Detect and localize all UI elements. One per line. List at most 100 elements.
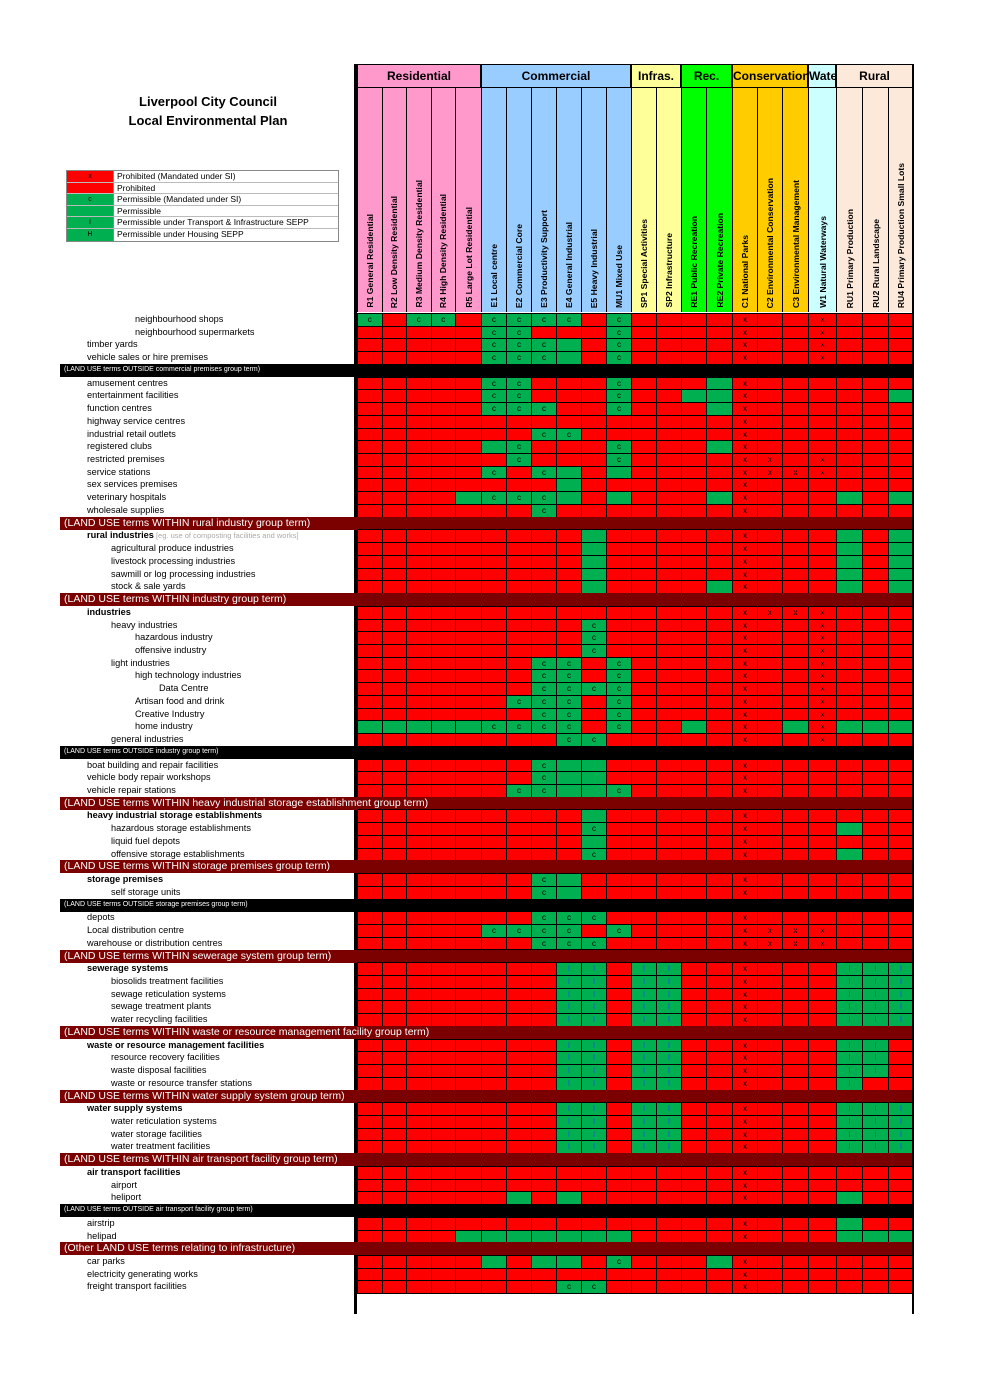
permission-cell — [531, 605, 557, 620]
permission-cell — [381, 873, 407, 887]
permission-cell — [357, 1051, 383, 1066]
permission-cell — [808, 1229, 837, 1244]
land-use-name: heavy industries — [111, 619, 178, 630]
permission-cell — [481, 453, 507, 467]
permission-cell — [836, 325, 863, 340]
column-header: R3 Medium Density Residential — [406, 88, 431, 312]
permission-mark: c — [617, 391, 621, 401]
permission-cell — [506, 605, 532, 620]
permission-cell — [656, 631, 682, 645]
permission-cell — [481, 643, 507, 658]
permission-cell — [506, 682, 532, 696]
permission-cell — [808, 1051, 837, 1066]
permission-cell: I — [556, 1076, 582, 1091]
permission-mark: c — [617, 442, 621, 452]
permission-cell — [706, 822, 733, 836]
permission-cell — [481, 1064, 507, 1078]
permission-cell — [455, 733, 482, 747]
permission-cell: c — [531, 758, 557, 773]
permission-cell: x — [808, 707, 837, 722]
permission-cell — [782, 389, 809, 404]
land-use-label: sex services premises — [87, 478, 177, 491]
permission-cell — [836, 503, 863, 518]
permission-cell — [706, 1013, 733, 1027]
permission-cell: x — [732, 491, 758, 505]
permission-cell: x — [732, 1051, 758, 1066]
permission-cell — [381, 822, 407, 836]
permission-cell: x — [808, 631, 837, 645]
permission-cell — [506, 1127, 532, 1142]
permission-cell — [481, 771, 507, 785]
permission-cell — [581, 656, 607, 671]
zone-label: E4 General Industrial — [564, 222, 574, 308]
permission-cell — [888, 1076, 914, 1091]
permission-cell — [706, 1140, 733, 1155]
land-use-label: rural industries [eg. use of composting … — [87, 529, 299, 543]
permission-mark: c — [567, 735, 571, 745]
permission-cell — [606, 427, 632, 442]
permission-cell — [481, 427, 507, 442]
permission-cell: I — [631, 1051, 657, 1066]
permission-cell — [556, 1229, 582, 1244]
group-band: (LAND USE terms WITHIN air transport fac… — [60, 1153, 914, 1167]
permission-cell — [888, 567, 914, 582]
permission-cell — [556, 631, 582, 645]
permission-cell — [581, 605, 607, 620]
permission-cell — [681, 771, 707, 785]
permission-cell — [381, 503, 407, 518]
permission-cell — [481, 962, 507, 976]
permission-cell — [481, 656, 507, 671]
permission-cell — [455, 834, 482, 849]
permission-cell — [808, 491, 837, 505]
permission-cell: I — [836, 1140, 863, 1155]
permission-cell — [406, 427, 432, 442]
permission-mark: x — [743, 760, 747, 770]
permission-cell — [681, 351, 707, 365]
permission-mark: I — [874, 976, 877, 986]
table-row: hazardous industry c x x — [0, 631, 981, 645]
land-use-label: veterinary hospitals — [87, 491, 166, 504]
permission-cell — [406, 529, 432, 544]
permission-cell — [862, 924, 889, 938]
permission-cell — [656, 529, 682, 544]
permission-cell — [406, 669, 432, 684]
permission-cell — [381, 491, 407, 505]
permission-cell — [656, 554, 682, 569]
permission-cell: x — [732, 1229, 758, 1244]
land-use-name: industrial retail outlets — [87, 428, 176, 439]
permission-cell — [656, 669, 682, 684]
permission-cell — [531, 847, 557, 862]
land-use-name: neighbourhood supermarkets — [135, 326, 255, 337]
permission-mark: c — [592, 824, 596, 834]
permission-cell — [656, 618, 682, 633]
permission-cell — [556, 771, 582, 785]
permission-cell — [681, 338, 707, 353]
permission-cell — [631, 733, 657, 747]
permission-cell — [808, 1114, 837, 1129]
permission-cell — [531, 1267, 557, 1282]
permission-cell — [406, 1038, 432, 1053]
permission-cell — [581, 1255, 607, 1269]
permission-cell — [455, 1064, 482, 1078]
permission-cell — [888, 822, 914, 836]
permission-cell — [862, 682, 889, 696]
permission-cell — [757, 542, 783, 556]
permission-cell — [757, 847, 783, 862]
permission-cell: x — [732, 1267, 758, 1282]
permission-cell — [631, 885, 657, 900]
permission-cell — [888, 618, 914, 633]
permission-cell — [481, 822, 507, 836]
permission-cell — [757, 962, 783, 976]
permission-cell — [430, 325, 456, 340]
table-row: heavy industrial storage establishments x — [0, 809, 981, 824]
permission-cell — [706, 1178, 733, 1193]
permission-mark: I — [567, 1129, 571, 1139]
permission-mark: c — [617, 378, 621, 388]
permission-cell: x — [732, 389, 758, 404]
permission-cell — [455, 503, 482, 518]
permission-cell: I — [836, 1114, 863, 1129]
permission-cell — [631, 822, 657, 836]
permission-cell — [782, 885, 809, 900]
